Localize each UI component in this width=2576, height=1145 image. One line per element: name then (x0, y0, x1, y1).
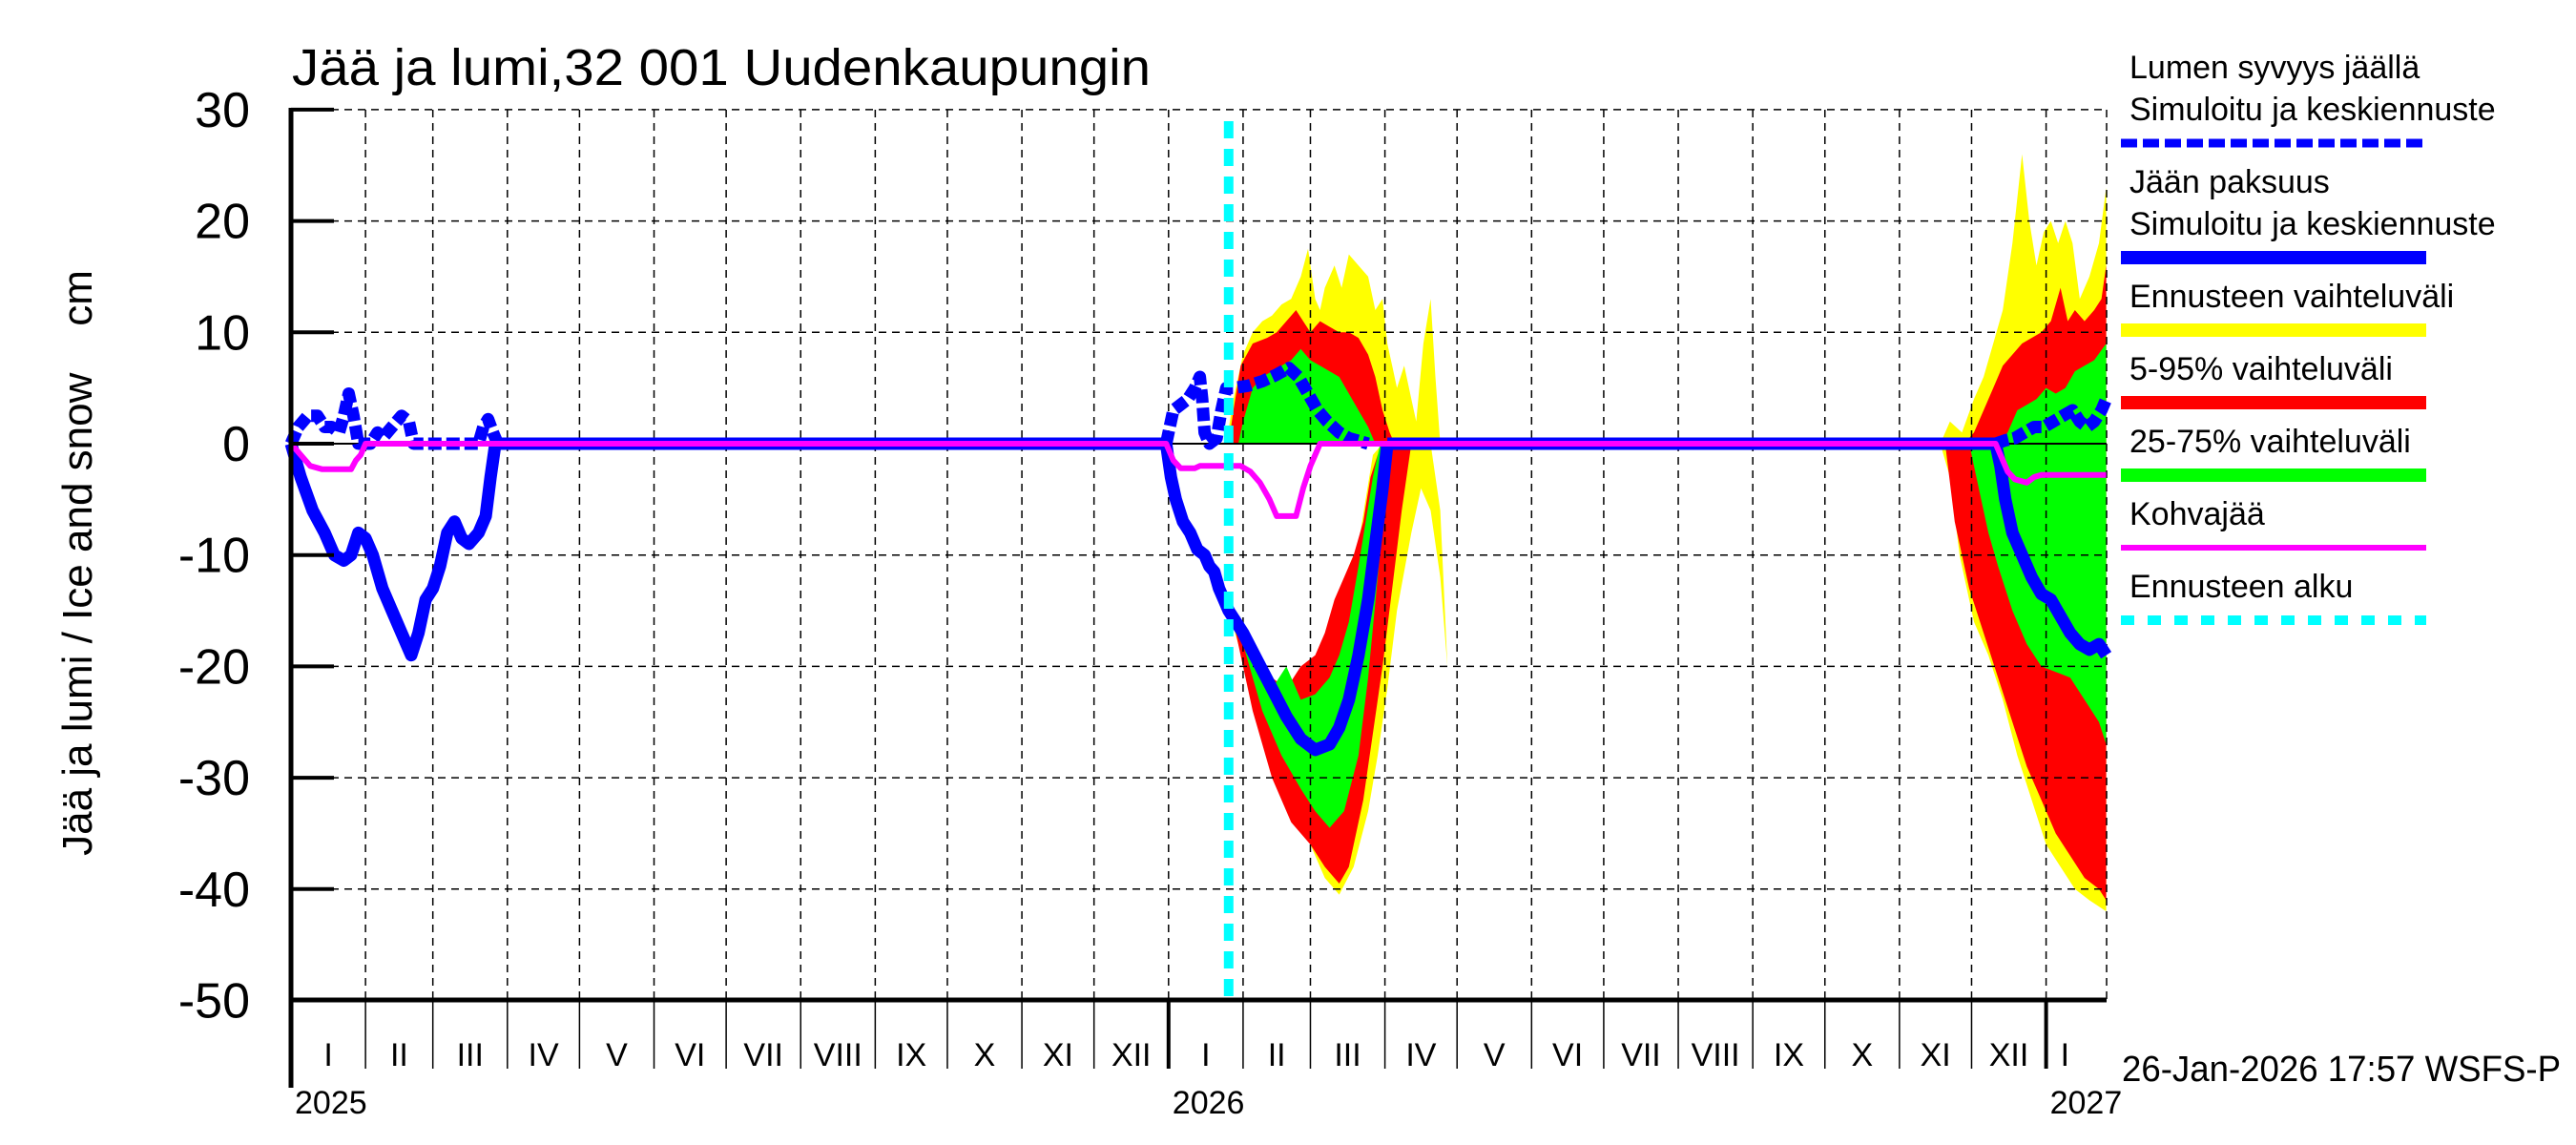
month-label: VIII (1692, 1037, 1740, 1073)
y-tick-label: -30 (178, 751, 250, 806)
month-label: I (1201, 1037, 1210, 1073)
series-line (284, 442, 502, 662)
band (1242, 444, 1393, 828)
series-line (1159, 362, 1370, 450)
month-label: V (606, 1037, 628, 1073)
y-tick-label: -20 (178, 639, 250, 695)
month-label: XI (1043, 1037, 1073, 1073)
month-label: XII (1989, 1037, 2029, 1073)
y-tick-label: -10 (178, 529, 250, 584)
chart-title: Jää ja lumi,32 001 Uudenkaupungin (292, 39, 1151, 96)
legend: Lumen syvyys jäällä Simuloitu ja keskienn… (2121, 50, 2496, 625)
month-label: IX (1774, 1037, 1804, 1073)
month-label: II (390, 1037, 408, 1073)
y-tick-label: -50 (178, 974, 250, 1030)
month-label: VI (1552, 1037, 1583, 1073)
month-label: IX (896, 1037, 926, 1073)
y-tick-label: 30 (195, 83, 250, 138)
y-axis-label: Jää ja lumi / Ice and snow cm (54, 270, 101, 856)
year-label: 2025 (295, 1085, 367, 1121)
series-line (1993, 396, 2112, 450)
month-label: I (2061, 1037, 2069, 1073)
month-label: III (1334, 1037, 1361, 1073)
month-label: XII (1111, 1037, 1152, 1073)
grid-lines (291, 109, 2108, 1000)
legend-label: Kohvajää (2129, 496, 2265, 532)
series-line (288, 441, 2107, 519)
y-tick-label: 10 (195, 305, 250, 361)
month-label: VII (743, 1037, 783, 1073)
legend-label: Simuloitu ja keskiennuste (2129, 92, 2496, 128)
month-label: VII (1621, 1037, 1661, 1073)
month-label: V (1484, 1037, 1506, 1073)
legend-label: 5-95% vaihteluväli (2129, 351, 2393, 387)
month-label: II (1268, 1037, 1286, 1073)
data-series (284, 362, 2112, 757)
legend-label: Jään paksuus (2129, 164, 2330, 200)
y-tick-label: 20 (195, 195, 250, 250)
series-line (1159, 443, 1394, 757)
year-label: 2027 (2050, 1085, 2123, 1121)
month-label: I (323, 1037, 332, 1073)
series-line (1989, 442, 2112, 659)
month-label: IV (529, 1037, 559, 1073)
x-month-labels: I II III IV V VI VII VIII IX X XI XII I II III IV V VI VII… (295, 1037, 2122, 1121)
y-tick-label: 0 (222, 417, 250, 472)
legend-label: Simuloitu ja keskiennuste (2129, 206, 2496, 242)
month-label: X (1851, 1037, 1873, 1073)
month-label: IV (1405, 1037, 1436, 1073)
axes (288, 107, 2107, 1088)
y-tick-labels: 30 20 10 0 -10 -20 -30 -40 -50 (178, 83, 250, 1030)
month-label: III (457, 1037, 484, 1073)
month-label: X (974, 1037, 996, 1073)
month-label: VI (675, 1037, 705, 1073)
legend-label: 25-75% vaihteluväli (2129, 424, 2411, 460)
month-label: XI (1921, 1037, 1951, 1073)
series-line (285, 387, 504, 450)
legend-label: Ennusteen alku (2129, 569, 2353, 605)
legend-label: Lumen syvyys jäällä (2129, 50, 2420, 86)
legend-label: Ennusteen vaihteluväli (2129, 279, 2454, 315)
month-label: VIII (814, 1037, 862, 1073)
timestamp: 26-Jan-2026 17:57 WSFS-P (2122, 1050, 2561, 1090)
y-tick-label: -40 (178, 863, 250, 918)
year-label: 2026 (1173, 1085, 1245, 1121)
forecast-bands (1226, 154, 2107, 912)
